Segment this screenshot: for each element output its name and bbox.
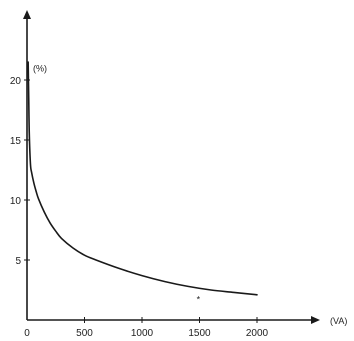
- y-axis-label: (%): [33, 63, 47, 73]
- axes: [23, 10, 320, 324]
- ticks: 0 500 1000 1500 2000 5 10 15 20: [10, 76, 269, 339]
- x-tick-label: 2000: [246, 328, 269, 339]
- annotations: *: [197, 294, 201, 304]
- plot-area: [27, 61, 258, 296]
- x-tick-label: 0: [24, 328, 30, 339]
- y-tick-label: 10: [10, 196, 22, 207]
- y-tick-label: 15: [10, 136, 22, 147]
- x-tick-label: 1500: [188, 328, 211, 339]
- annotation-mark: *: [197, 294, 201, 304]
- y-axis-arrow: [23, 10, 31, 19]
- series-line-0: [27, 61, 258, 296]
- x-axis-label: (VA): [330, 316, 347, 326]
- x-axis-arrow: [311, 316, 320, 324]
- y-tick-label: 20: [10, 76, 22, 87]
- y-tick-label: 5: [15, 256, 21, 267]
- x-tick-label: 1000: [131, 328, 154, 339]
- x-tick-label: 500: [76, 328, 93, 339]
